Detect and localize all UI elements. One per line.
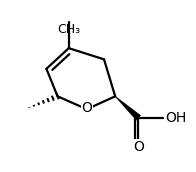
Text: O: O bbox=[133, 140, 144, 154]
Text: O: O bbox=[81, 101, 92, 115]
Text: OH: OH bbox=[165, 111, 186, 125]
Polygon shape bbox=[115, 96, 141, 120]
Text: CH₃: CH₃ bbox=[57, 23, 80, 36]
